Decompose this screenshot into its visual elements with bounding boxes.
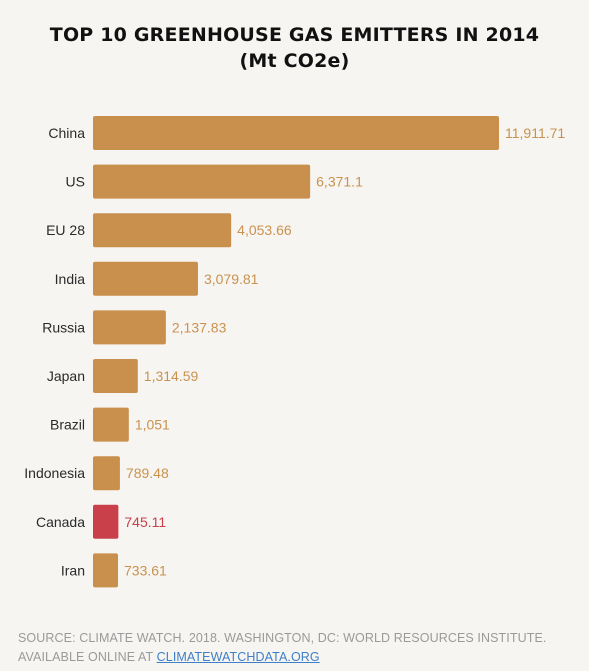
bar-russia — [93, 310, 166, 345]
category-label: China — [48, 125, 85, 141]
category-label: Brazil — [50, 417, 85, 433]
value-label: 789.48 — [126, 465, 169, 481]
value-label: 3,079.81 — [204, 271, 259, 287]
category-label: Canada — [36, 514, 85, 530]
category-label: US — [66, 174, 85, 190]
source-text: SOURCE: CLIMATE WATCH. 2018. WASHINGTON,… — [18, 631, 547, 664]
chart-subtitle: (Mt CO2e) — [239, 50, 350, 72]
bar-brazil — [93, 407, 129, 442]
category-label: Russia — [42, 319, 85, 335]
bar-eu-28 — [93, 213, 232, 248]
value-label: 1,051 — [135, 417, 170, 433]
bar-us — [93, 164, 311, 199]
category-label: Iran — [61, 562, 85, 578]
value-label: 4,053.66 — [237, 222, 292, 238]
chart-title-block: TOP 10 GREENHOUSE GAS EMITTERS IN 2014 (… — [0, 22, 589, 74]
chart-title: TOP 10 GREENHOUSE GAS EMITTERS IN 2014 — [49, 24, 540, 46]
value-label: 745.11 — [124, 514, 166, 530]
value-label: 11,911.71 — [505, 125, 565, 141]
source-note: SOURCE: CLIMATE WATCH. 2018. WASHINGTON,… — [18, 629, 578, 667]
value-label: 733.61 — [124, 562, 167, 578]
bar-chart: China 11,911.71 US 6,371.1 EU 28 4,053.66 Indi… — [24, 116, 565, 588]
category-label: EU 28 — [46, 222, 85, 238]
category-label: Japan — [47, 368, 85, 384]
category-label: Indonesia — [24, 465, 85, 481]
value-label: 2,137.83 — [172, 319, 227, 335]
bar-china — [93, 116, 499, 150]
bar-indonesia — [93, 456, 120, 491]
bar-japan — [93, 359, 138, 393]
bar-canada — [93, 504, 119, 539]
value-label: 1,314.59 — [144, 368, 199, 384]
bar-india — [93, 261, 198, 296]
source-link[interactable]: CLIMATEWATCHDATA.ORG — [156, 650, 320, 664]
value-label: 6,371.1 — [316, 174, 363, 190]
category-label: India — [55, 271, 86, 287]
bar-iran — [93, 553, 119, 588]
